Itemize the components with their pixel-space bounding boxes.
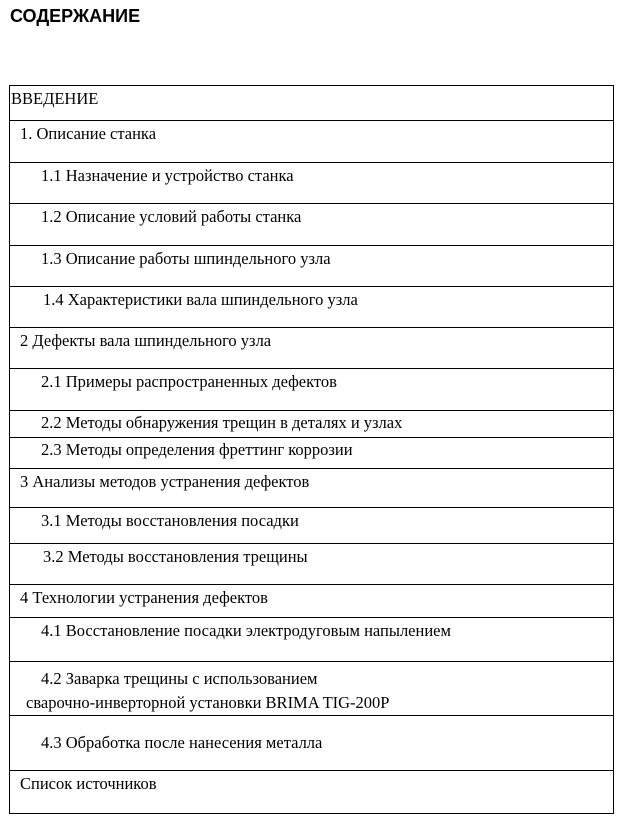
toc-row-4-2-line-1: 4.2 Заварка трещины с использованием bbox=[41, 669, 318, 688]
toc-row-2: 2 Дефекты вала шпиндельного узла bbox=[10, 328, 613, 369]
toc-row-4-2: 4.2 Заварка трещины с использованием сва… bbox=[10, 662, 613, 716]
toc-row-2-3: 2.3 Методы определения фреттинг коррозии bbox=[10, 438, 613, 469]
toc-row-4-1: 4.1 Восстановление посадки электродуговы… bbox=[10, 618, 613, 662]
toc-row-2-2: 2.2 Методы обнаружения трещин в деталях … bbox=[10, 411, 613, 438]
toc-row-4-2-line-2: сварочно-инверторной установки BRIMA TIG… bbox=[26, 693, 390, 712]
toc-row-1: 1. Описание станка bbox=[10, 121, 613, 163]
toc-row-4-3: 4.3 Обработка после нанесения металла bbox=[10, 716, 613, 771]
table-of-contents: ВВЕДЕНИЕ 1. Описание станка 1.1 Назначен… bbox=[9, 85, 614, 814]
toc-row-references: Список источников bbox=[10, 771, 613, 814]
page-title: СОДЕРЖАНИЕ bbox=[10, 6, 141, 26]
toc-row-3: 3 Анализы методов устранения дефектов bbox=[10, 469, 613, 508]
toc-row-1-4: 1.4 Характеристики вала шпиндельного узл… bbox=[10, 287, 613, 328]
toc-row-1-1: 1.1 Назначение и устройство станка bbox=[10, 163, 613, 204]
toc-row-introduction: ВВЕДЕНИЕ bbox=[10, 86, 613, 121]
toc-row-4: 4 Технологии устранения дефектов bbox=[10, 585, 613, 618]
toc-row-2-1: 2.1 Примеры распространенных дефектов bbox=[10, 369, 613, 411]
toc-row-3-2: 3.2 Методы восстановления трещины bbox=[10, 544, 613, 585]
toc-row-3-1: 3.1 Методы восстановления посадки bbox=[10, 508, 613, 544]
toc-row-1-3: 1.3 Описание работы шпиндельного узла bbox=[10, 246, 613, 287]
toc-row-1-2: 1.2 Описание условий работы станка bbox=[10, 204, 613, 246]
